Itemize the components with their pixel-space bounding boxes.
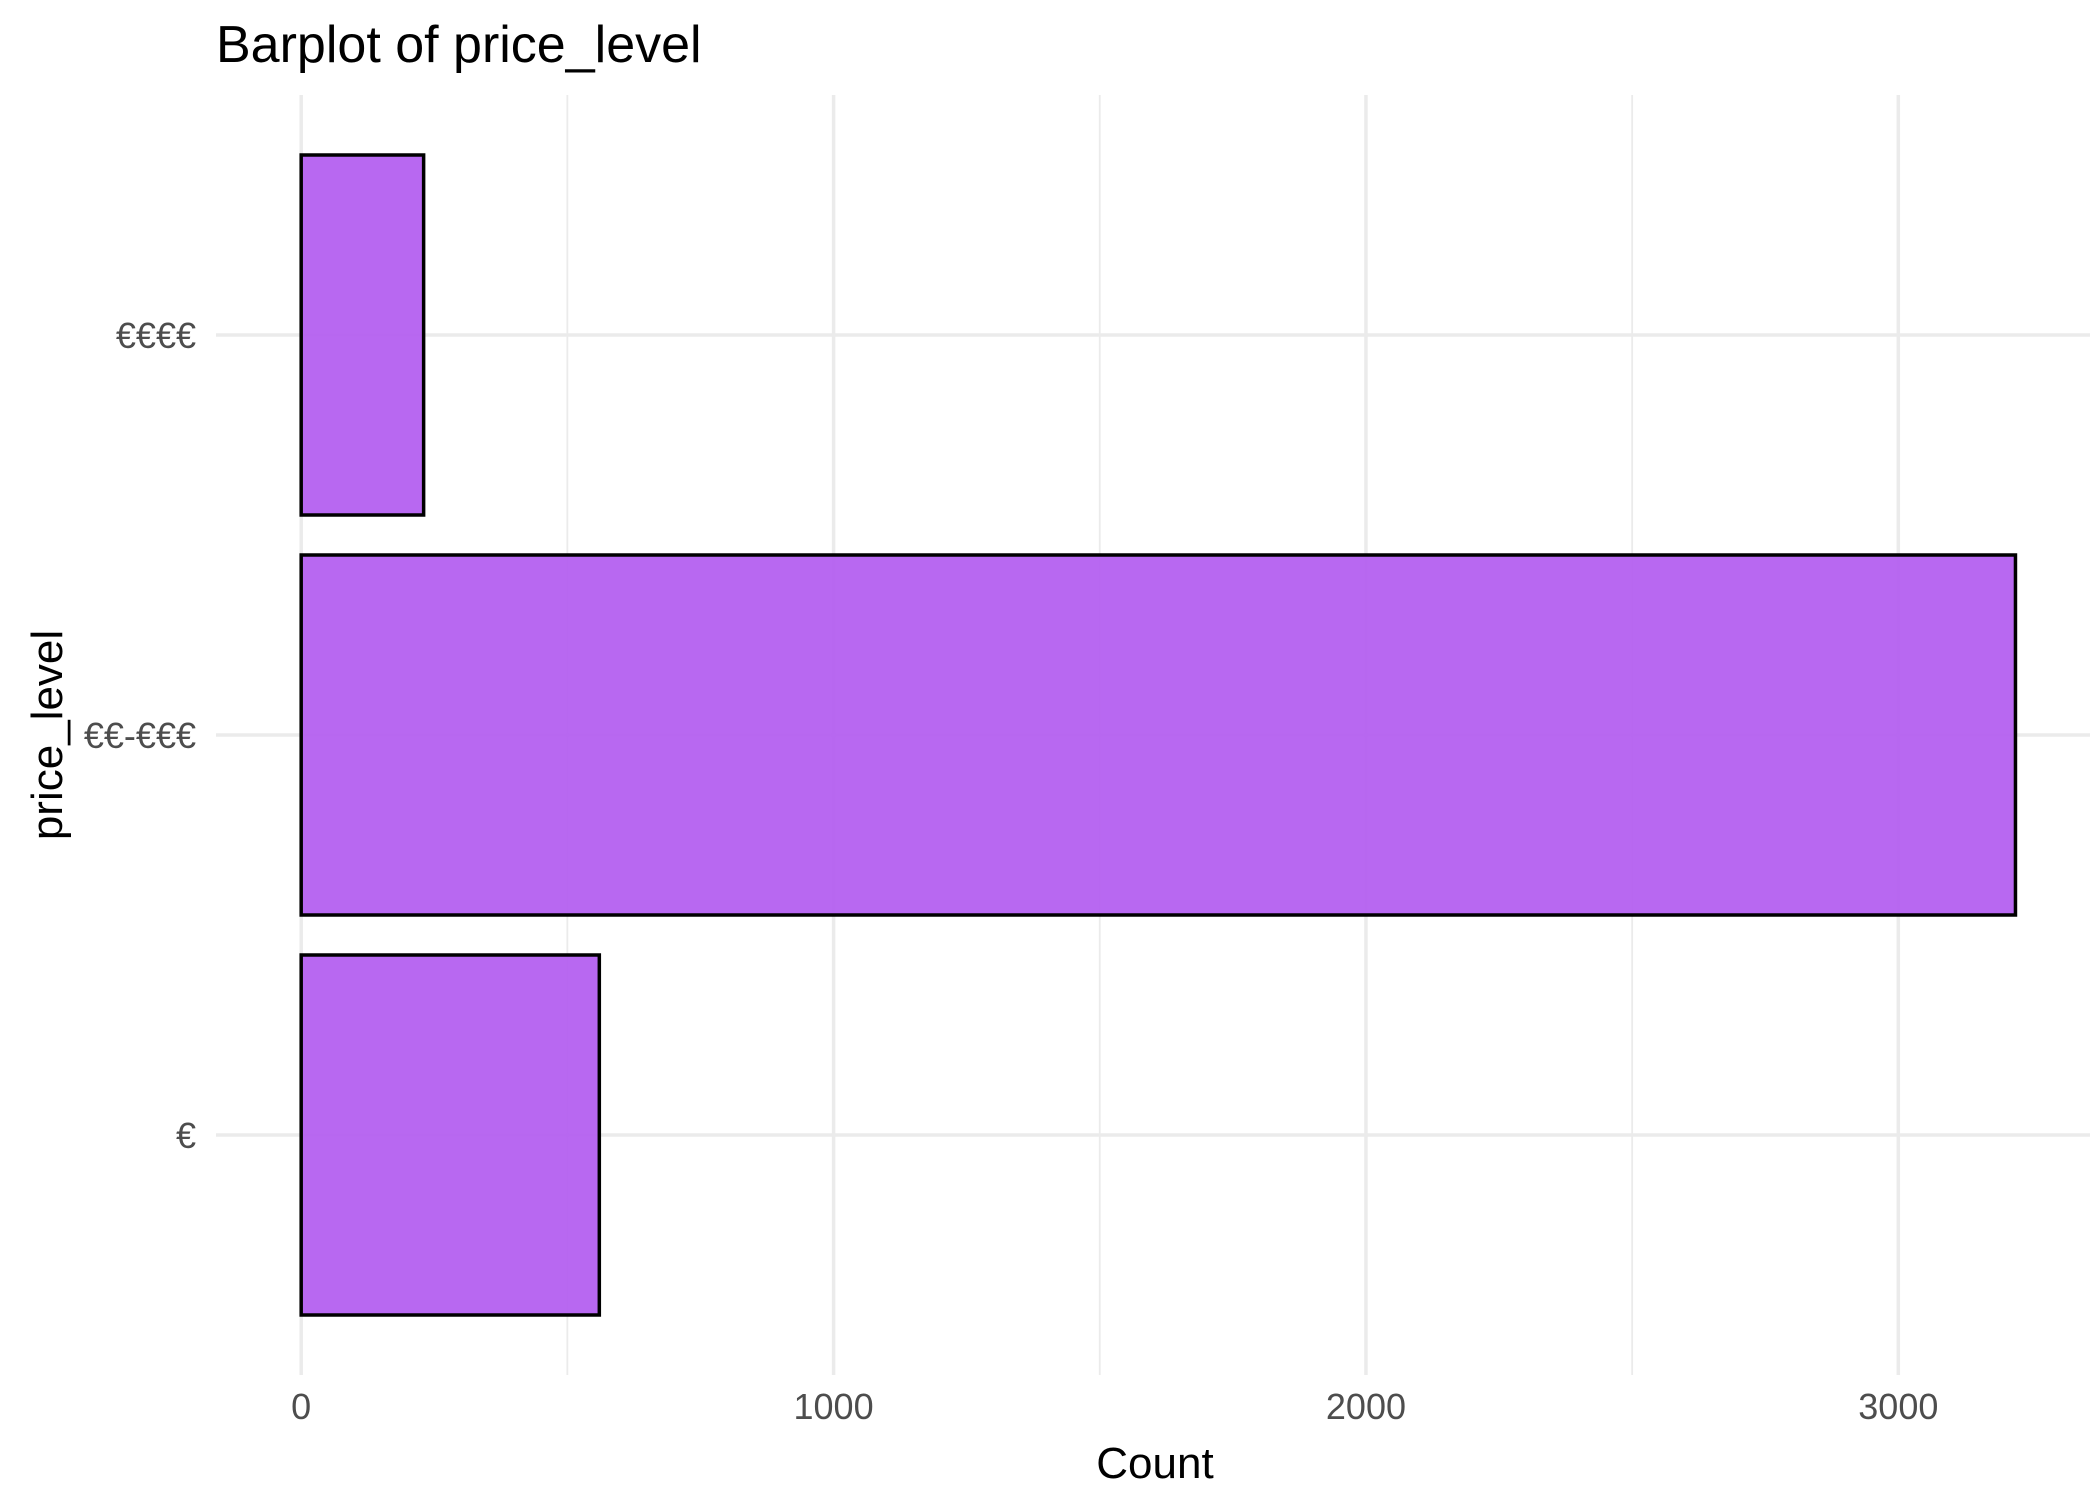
y-axis-title: price_level	[23, 630, 72, 840]
x-tick-label: 3000	[1858, 1386, 1938, 1427]
x-axis-title: Count	[1096, 1439, 1213, 1488]
y-tick-label: €€€€	[116, 315, 196, 356]
x-tick-label: 2000	[1326, 1386, 1406, 1427]
y-tick-label: €	[176, 1115, 196, 1156]
bar	[299, 553, 2018, 917]
x-tick-label: 1000	[794, 1386, 874, 1427]
bar	[299, 153, 426, 517]
x-tick-labels: 0 1000 2000 3000	[291, 1386, 1938, 1427]
chart-title: Barplot of price_level	[216, 16, 702, 74]
y-tick-label: €€-€€€	[84, 715, 196, 756]
bars	[299, 153, 2018, 1317]
x-tick-label: 0	[291, 1386, 311, 1427]
y-tick-labels: € €€-€€€ €€€€	[84, 315, 196, 1156]
bar	[299, 953, 602, 1317]
